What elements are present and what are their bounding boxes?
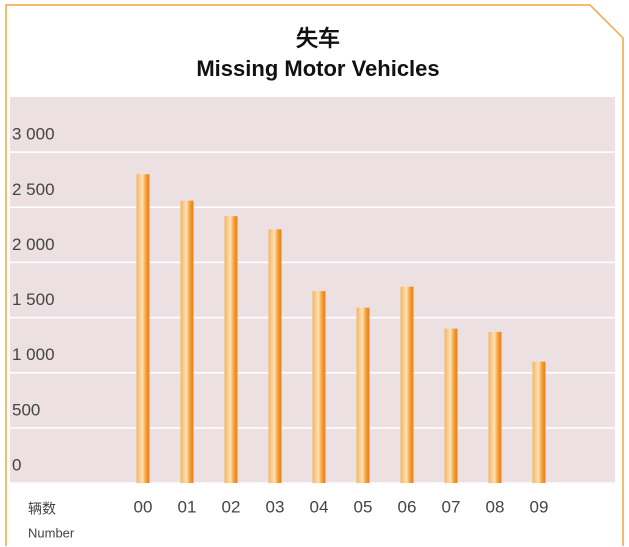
bar xyxy=(312,291,326,483)
bar xyxy=(400,286,414,483)
y-axis-label-zh: 辆数 xyxy=(28,501,56,517)
bar xyxy=(268,229,282,483)
x-tick-label: 08 xyxy=(486,497,505,516)
y-tick-label: 3 000 xyxy=(12,125,55,144)
x-tick-label: 06 xyxy=(398,497,417,516)
y-tick-label: 2 500 xyxy=(12,180,55,199)
x-tick-label: 09 xyxy=(530,497,549,516)
bar xyxy=(488,331,502,483)
y-axis-label: Number xyxy=(28,525,75,540)
frame xyxy=(5,4,624,546)
x-tick-label: 03 xyxy=(266,497,285,516)
x-tick-label: 02 xyxy=(222,497,241,516)
y-tick-label: 1 000 xyxy=(12,345,55,364)
bar xyxy=(136,174,150,483)
x-tick-label: 01 xyxy=(178,497,197,516)
chart-title-zh: 失车 xyxy=(296,26,340,51)
y-tick-label: 0 xyxy=(12,455,21,474)
bar xyxy=(532,361,546,483)
y-tick-label: 2 000 xyxy=(12,235,55,254)
y-tick-label: 500 xyxy=(12,400,40,419)
y-tick-label: 1 500 xyxy=(12,290,55,309)
bar xyxy=(180,200,194,483)
x-tick-label: 05 xyxy=(354,497,373,516)
x-tick-label: 07 xyxy=(442,497,461,516)
bar xyxy=(444,328,458,483)
x-tick-label: 00 xyxy=(134,497,153,516)
bar xyxy=(356,307,370,483)
x-tick-label: 04 xyxy=(310,497,329,516)
bar xyxy=(224,216,238,483)
chart-title: Missing Motor Vehicles xyxy=(196,56,439,81)
